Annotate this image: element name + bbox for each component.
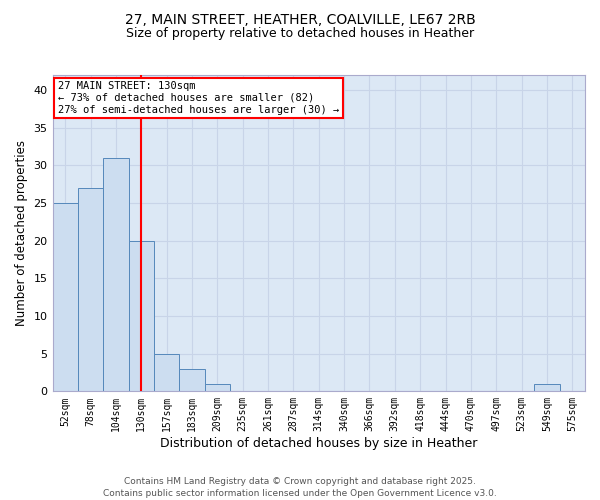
Bar	[205, 384, 230, 392]
Text: 27, MAIN STREET, HEATHER, COALVILLE, LE67 2RB: 27, MAIN STREET, HEATHER, COALVILLE, LE6…	[125, 12, 475, 26]
Text: 27 MAIN STREET: 130sqm
← 73% of detached houses are smaller (82)
27% of semi-det: 27 MAIN STREET: 130sqm ← 73% of detached…	[58, 82, 339, 114]
X-axis label: Distribution of detached houses by size in Heather: Distribution of detached houses by size …	[160, 437, 478, 450]
Bar	[534, 384, 560, 392]
Bar	[128, 240, 154, 392]
Text: Size of property relative to detached houses in Heather: Size of property relative to detached ho…	[126, 28, 474, 40]
Bar	[53, 203, 78, 392]
Bar	[78, 188, 103, 392]
Bar	[179, 368, 205, 392]
Text: Contains HM Land Registry data © Crown copyright and database right 2025.
Contai: Contains HM Land Registry data © Crown c…	[103, 476, 497, 498]
Bar	[103, 158, 128, 392]
Bar	[154, 354, 179, 392]
Y-axis label: Number of detached properties: Number of detached properties	[15, 140, 28, 326]
